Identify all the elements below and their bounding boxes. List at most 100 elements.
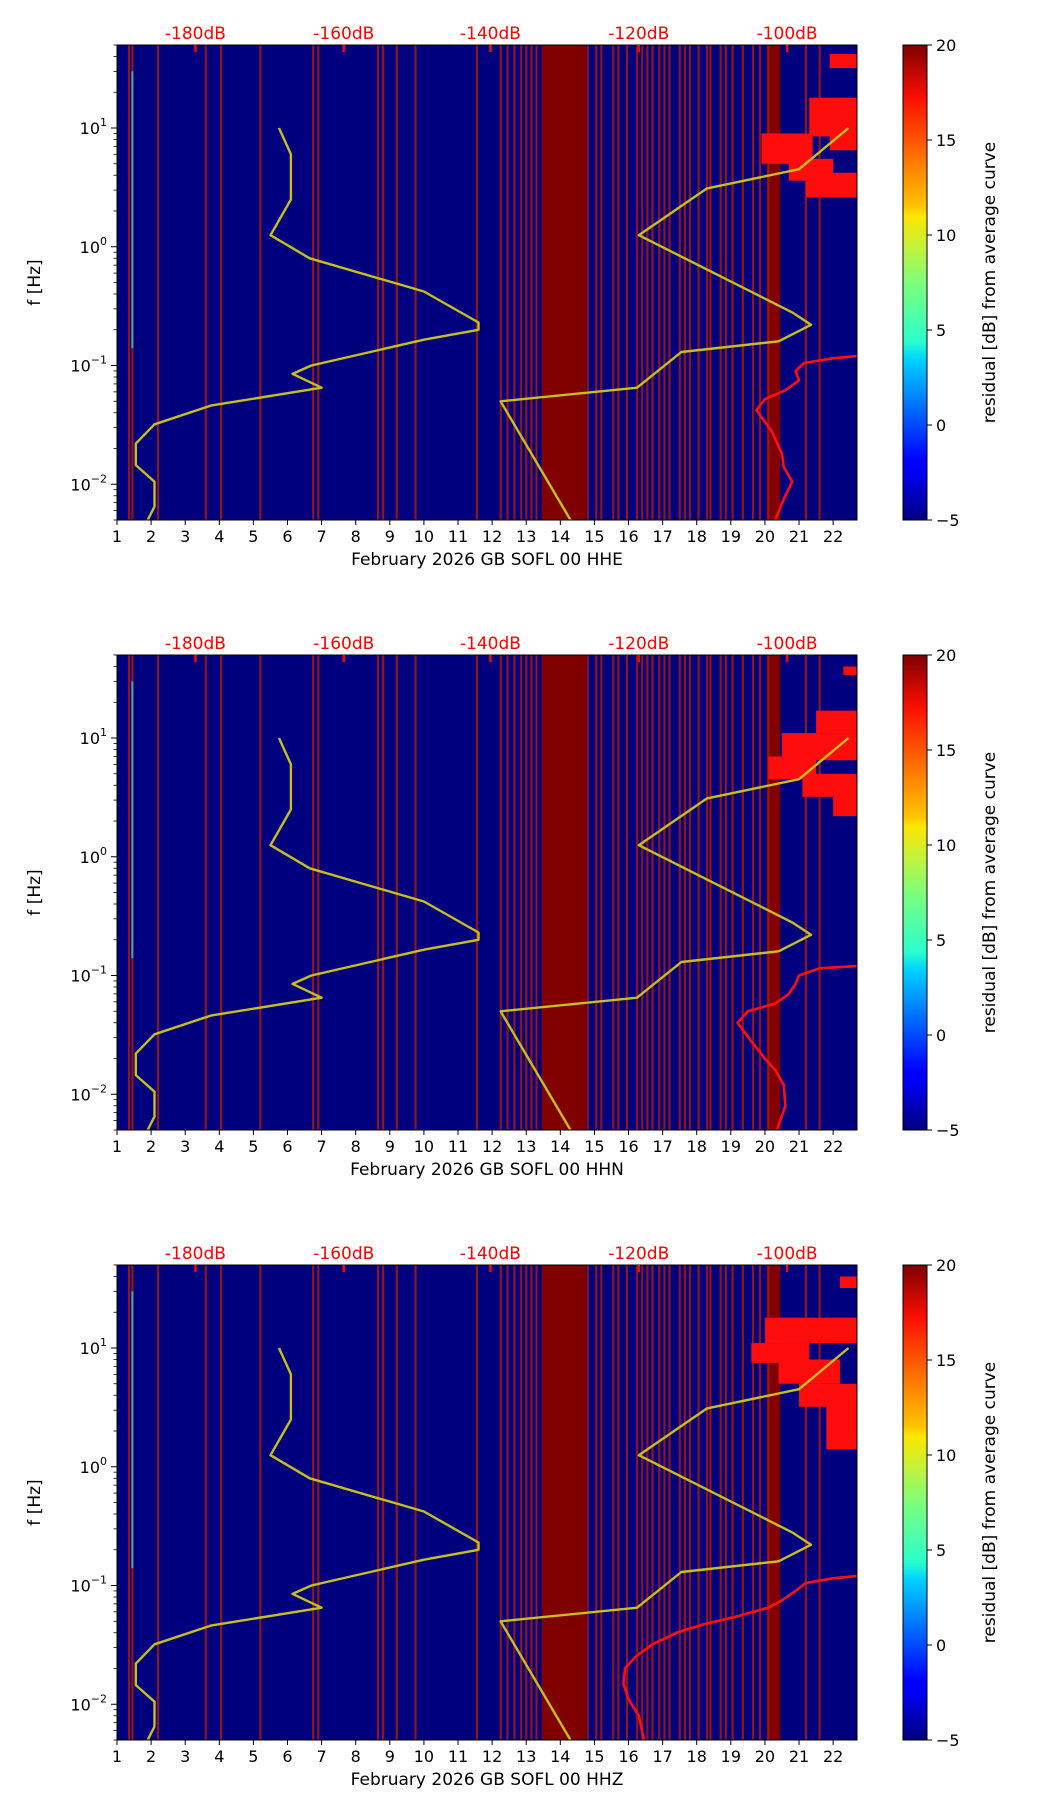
db-tick-label: -140dB [460, 634, 521, 654]
data-gap-stripe [751, 1265, 755, 1740]
x-tick-label: 18 [687, 1747, 707, 1766]
data-gap-stripe [381, 1265, 385, 1740]
data-gap-stripe [530, 45, 533, 520]
data-gap-stripe [818, 655, 821, 1130]
y-tick-label: 10−2 [70, 1082, 107, 1104]
x-tick-label: 9 [385, 1747, 395, 1766]
data-gap-stripe [668, 1265, 671, 1740]
data-gap-stripe [156, 1265, 160, 1740]
colorbar-tick-label: 20 [936, 1256, 956, 1275]
x-tick-label: 4 [214, 1137, 224, 1156]
data-gap-stripe [312, 655, 315, 1130]
x-tick-label: 20 [755, 527, 775, 546]
x-tick-label: 12 [482, 527, 502, 546]
data-gap-stripe [658, 655, 661, 1130]
db-tick-label: -160dB [313, 1244, 374, 1264]
data-gap-stripe [651, 45, 654, 520]
x-tick-label: 1 [112, 1747, 122, 1766]
y-tick-label: 10−1 [70, 354, 107, 376]
high-noise-model-line [499, 737, 850, 1130]
colorbar: 20 15 10 5 0 −5 residual [dB] from average cur… [902, 646, 1000, 1140]
y-tick-label: 100 [80, 235, 107, 257]
data-gap-stripe [697, 655, 700, 1130]
x-tick-label: 21 [789, 527, 809, 546]
data-gap-stripe [156, 45, 160, 520]
data-gap-stripe [414, 45, 417, 520]
x-tick-label: 14 [550, 527, 570, 546]
data-gap-stripe [767, 45, 770, 520]
saturated-block [766, 1265, 781, 1740]
data-gap-stripe [688, 655, 692, 1130]
x-tick-label: 19 [721, 527, 741, 546]
x-tick-label: 3 [180, 527, 190, 546]
data-gap-stripe [804, 655, 808, 1130]
data-gap-stripe [586, 655, 589, 1130]
hot-region [781, 733, 857, 761]
data-gap-stripe [513, 1265, 516, 1740]
x-tick-label: 18 [687, 1137, 707, 1156]
colorbar-tick-label: 10 [936, 836, 956, 855]
x-tick-label: 20 [755, 1747, 775, 1766]
db-tick-label: -100dB [757, 1244, 818, 1264]
x-axis-label: February 2026 GB SOFL 00 HHE [351, 550, 623, 570]
mode-psd-line [736, 964, 857, 1130]
colorbar: 20 15 10 5 0 −5 residual [dB] from average cur… [902, 1256, 1000, 1750]
x-tick-label: 15 [584, 527, 604, 546]
data-gap-stripe [506, 45, 509, 520]
data-gap-stripe [525, 45, 528, 520]
data-gap-stripe [641, 655, 644, 1130]
hot-region [799, 1383, 857, 1407]
plot-area [117, 45, 857, 520]
data-gap-stripe [475, 1265, 478, 1740]
data-gap-stripe [663, 655, 666, 1130]
data-gap-stripe [376, 655, 380, 1130]
y-tick-label: 100 [80, 1455, 107, 1477]
colorbar-tick-label: 20 [936, 36, 956, 55]
data-gap-stripe [636, 655, 639, 1130]
data-gap-stripe [683, 655, 686, 1130]
y-axis-label: f [Hz] [25, 259, 45, 305]
saturated-block [541, 655, 586, 1130]
x-tick-label: 2 [146, 1137, 156, 1156]
plot-area [117, 1265, 857, 1740]
data-gap-stripe [525, 1265, 528, 1740]
data-gap-stripe [705, 45, 709, 520]
data-gap-stripe [204, 45, 207, 520]
x-tick-label: 6 [282, 1137, 292, 1156]
data-gap-stripe [220, 1265, 223, 1740]
db-tick-label: -120dB [608, 24, 669, 44]
x-tick-label: 17 [652, 527, 672, 546]
data-gap-stripe [127, 45, 131, 520]
data-gap-stripe [697, 45, 700, 520]
data-gap-stripe [513, 45, 516, 520]
db-tick-label: -180dB [165, 1244, 226, 1264]
high-noise-model-line [499, 127, 850, 520]
x-tick-label: 13 [516, 1747, 536, 1766]
y-tick-label: 100 [80, 845, 107, 867]
data-gap-stripe [709, 1265, 712, 1740]
hot-region [833, 795, 857, 817]
x-tick-label: 3 [180, 1747, 190, 1766]
data-gap-stripe [641, 1265, 644, 1740]
colorbar-tick-label: 0 [936, 1636, 946, 1655]
data-gap-stripe [625, 1265, 629, 1740]
data-gap-stripe [220, 655, 223, 1130]
data-gap-stripe [646, 655, 649, 1130]
x-tick-label: 16 [618, 527, 638, 546]
data-gap-stripe [600, 1265, 603, 1740]
y-tick-label: 10−2 [70, 1692, 107, 1714]
x-tick-label: 3 [180, 1137, 190, 1156]
x-tick-label: 17 [652, 1747, 672, 1766]
data-gap-stripe [586, 1265, 589, 1740]
x-tick-label: 12 [482, 1137, 502, 1156]
mode-psd-line [622, 1574, 857, 1740]
plot-area [117, 655, 857, 1130]
data-gap-stripe [678, 45, 681, 520]
x-tick-label: 10 [414, 1747, 434, 1766]
hot-region [809, 97, 857, 137]
data-gap-stripe [724, 45, 727, 520]
x-tick-label: 10 [414, 1137, 434, 1156]
data-gap-stripe [719, 45, 722, 520]
data-gap-stripe [499, 1265, 502, 1740]
